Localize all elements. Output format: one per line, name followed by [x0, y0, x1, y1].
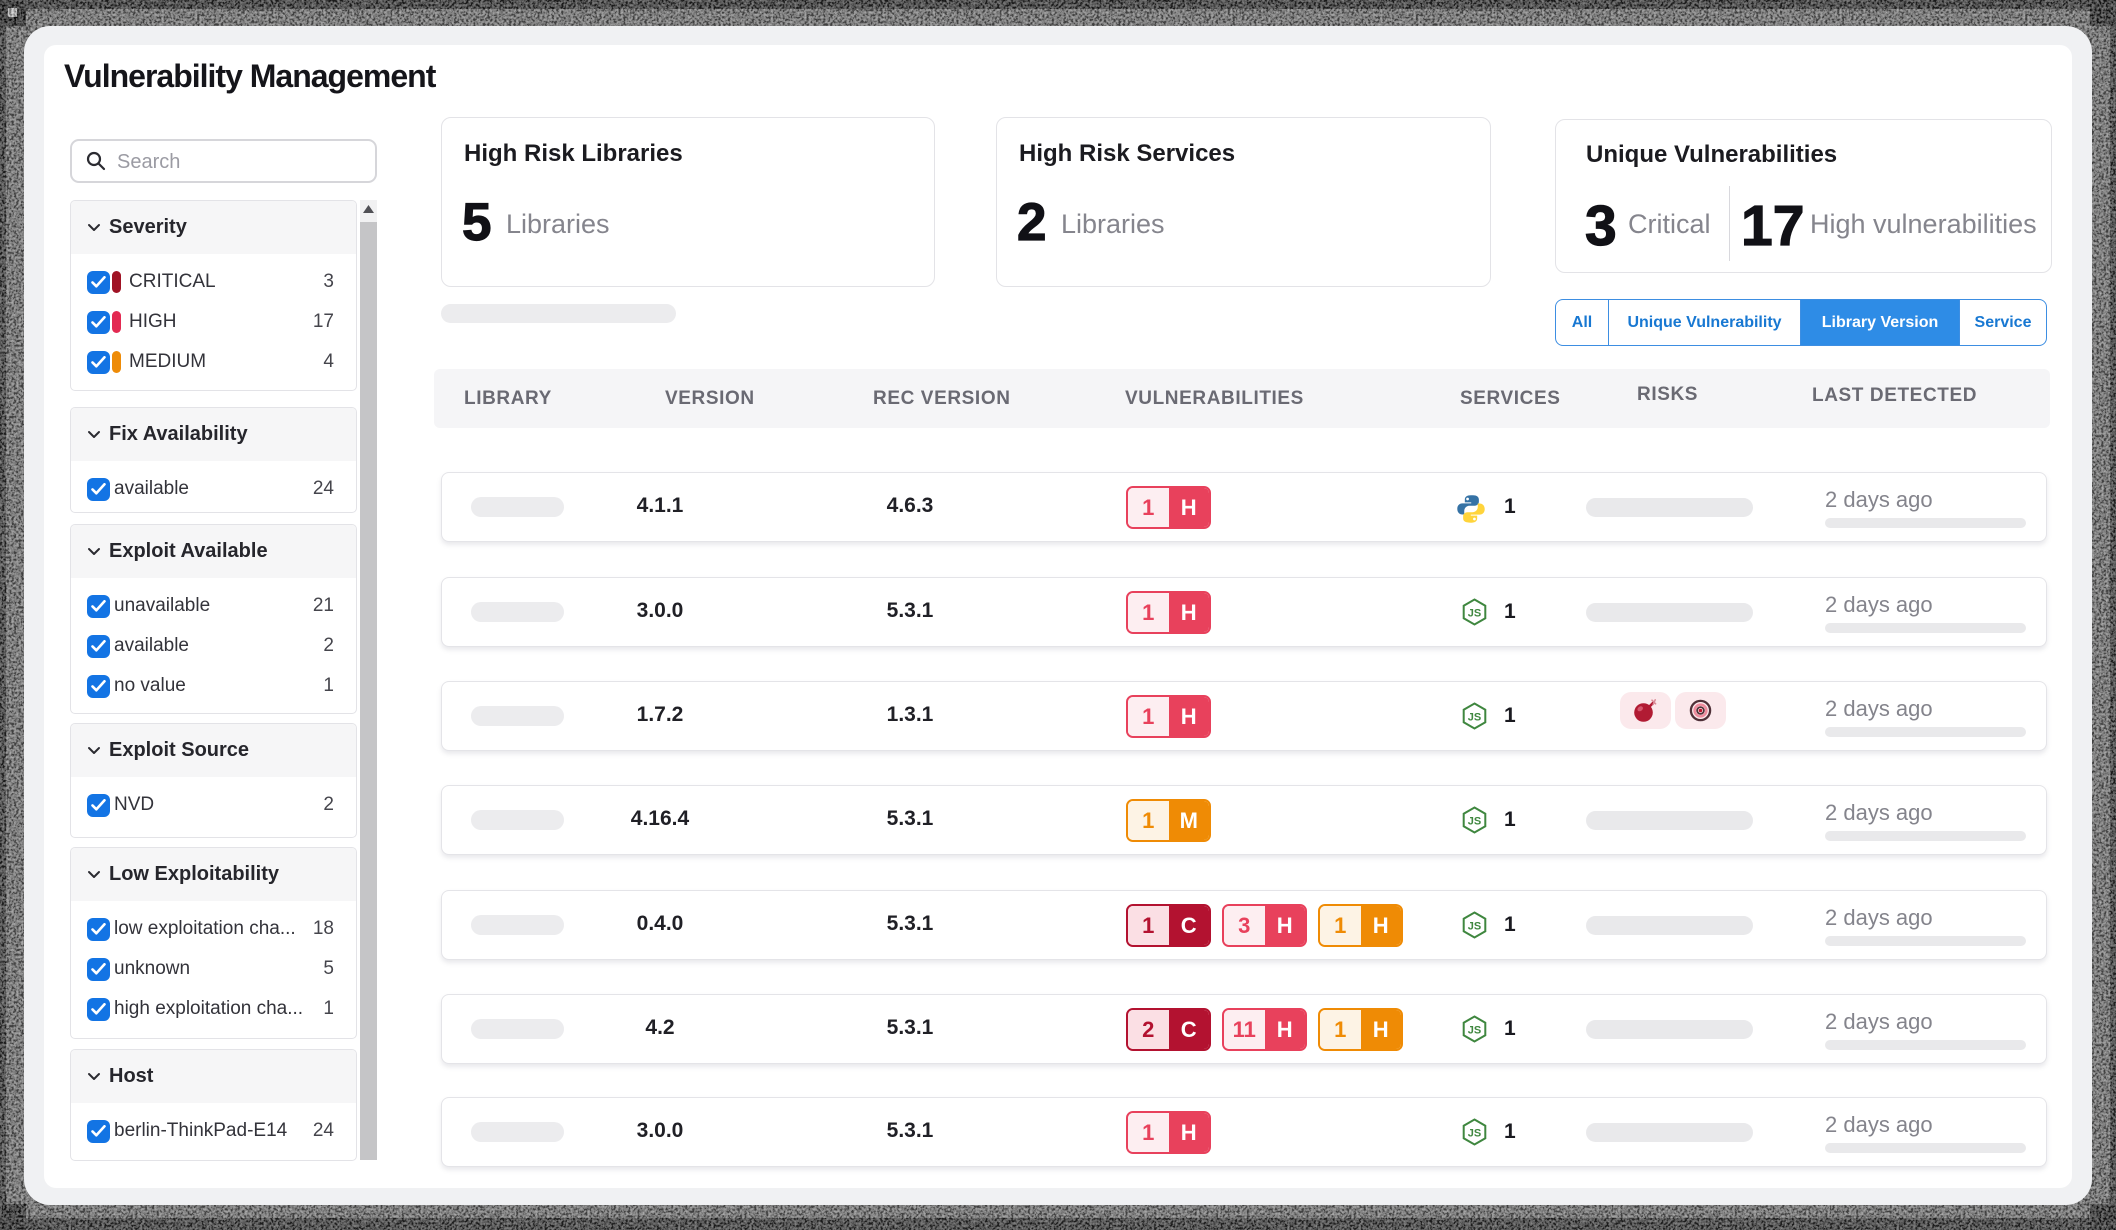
svg-text:JS: JS: [1468, 712, 1481, 724]
svg-text:JS: JS: [1468, 921, 1481, 933]
svg-text:JS: JS: [1468, 816, 1481, 828]
svg-text:JS: JS: [1468, 1025, 1481, 1037]
svg-text:JS: JS: [1468, 1128, 1481, 1140]
svg-text:JS: JS: [1468, 608, 1481, 620]
